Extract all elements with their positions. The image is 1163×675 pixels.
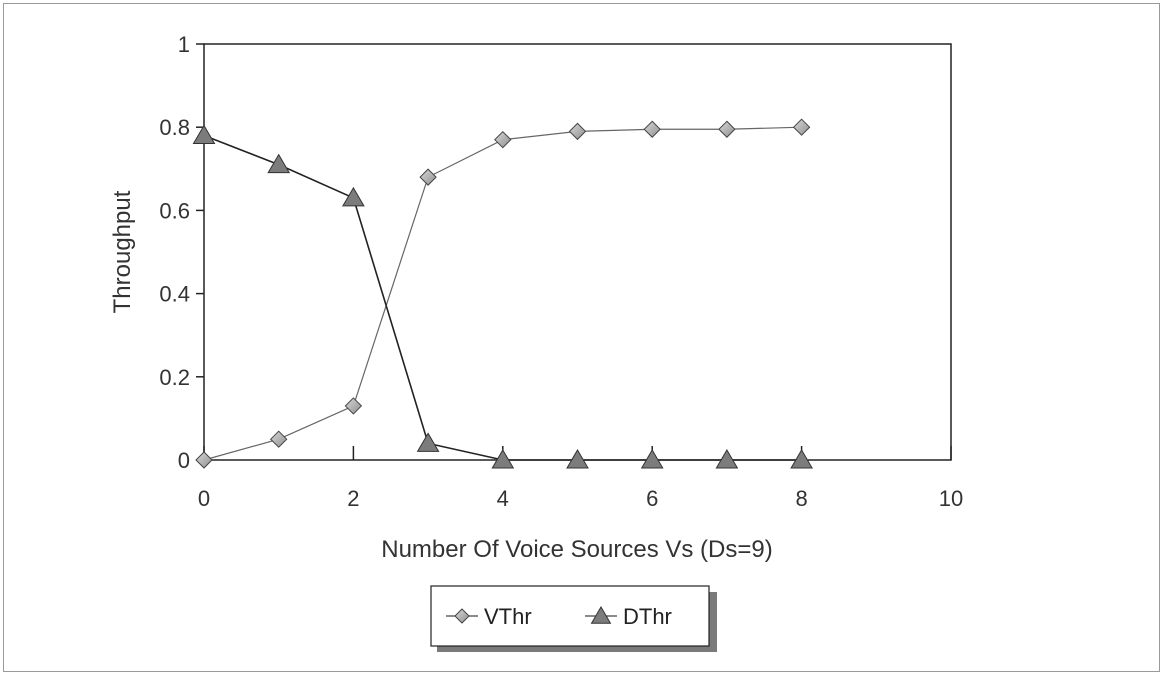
x-tick-label: 8 [795, 486, 807, 511]
legend-label-vthr: VThr [484, 604, 532, 629]
x-tick-label: 6 [646, 486, 658, 511]
point-dthr [192, 124, 216, 145]
x-axis-ticks: 0 2 4 6 8 10 [198, 446, 963, 511]
x-tick-label: 4 [497, 486, 509, 511]
legend-marker-dthr [590, 606, 612, 624]
y-tick-label: 0.2 [159, 365, 190, 390]
point-vthr [419, 168, 437, 186]
point-dthr [342, 186, 365, 207]
y-tick-label: 1 [178, 32, 190, 57]
point-vthr [494, 130, 512, 149]
x-tick-label: 2 [347, 486, 359, 511]
y-axis-ticks: 0 0.2 0.4 0.6 0.8 1 [159, 32, 204, 473]
series-layer [192, 118, 813, 469]
series-line-dthr [203, 134, 802, 461]
y-tick-label: 0.8 [159, 115, 190, 140]
point-vthr [568, 122, 587, 141]
y-tick-label: 0.4 [159, 282, 190, 307]
point-dthr [640, 449, 664, 469]
chart-frame [3, 3, 1160, 672]
point-dthr [715, 449, 739, 469]
y-tick-label: 0.6 [159, 198, 190, 223]
legend-item-dthr: DThr [585, 604, 672, 629]
legend: VThr DThr [430, 585, 717, 652]
series-line-vthr [203, 126, 802, 461]
point-vthr [643, 120, 661, 138]
point-vthr [792, 118, 811, 136]
x-axis-title: Number Of Voice Sources Vs (Ds=9) [381, 536, 772, 563]
series-vthr [195, 118, 811, 469]
legend-marker-vthr [454, 608, 470, 624]
point-dthr [790, 449, 813, 469]
y-tick-label: 0 [178, 448, 190, 473]
point-vthr [195, 451, 213, 469]
x-tick-label: 10 [939, 486, 963, 511]
plot-area [203, 43, 952, 461]
point-vthr [344, 397, 363, 415]
point-dthr [267, 153, 291, 174]
point-vthr [269, 430, 288, 448]
y-axis-title: Throughput [109, 190, 136, 313]
point-dthr [491, 449, 515, 469]
point-vthr [718, 120, 736, 138]
x-tick-label: 0 [198, 486, 210, 511]
point-dthr [416, 432, 440, 452]
legend-item-vthr: VThr [446, 604, 532, 629]
series-dthr [192, 124, 813, 469]
point-dthr [566, 449, 589, 469]
legend-label-dthr: DThr [623, 604, 672, 629]
